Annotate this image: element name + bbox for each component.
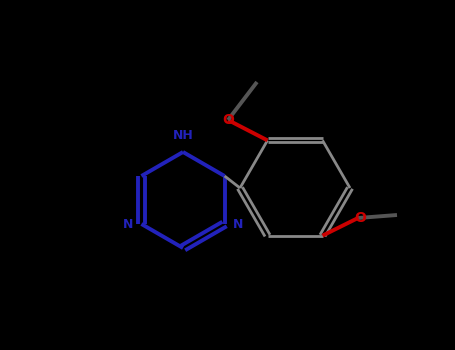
Text: O: O	[354, 211, 366, 225]
Text: N: N	[123, 217, 133, 231]
Text: N: N	[233, 217, 243, 231]
Text: O: O	[222, 113, 234, 127]
Text: NH: NH	[172, 129, 193, 142]
